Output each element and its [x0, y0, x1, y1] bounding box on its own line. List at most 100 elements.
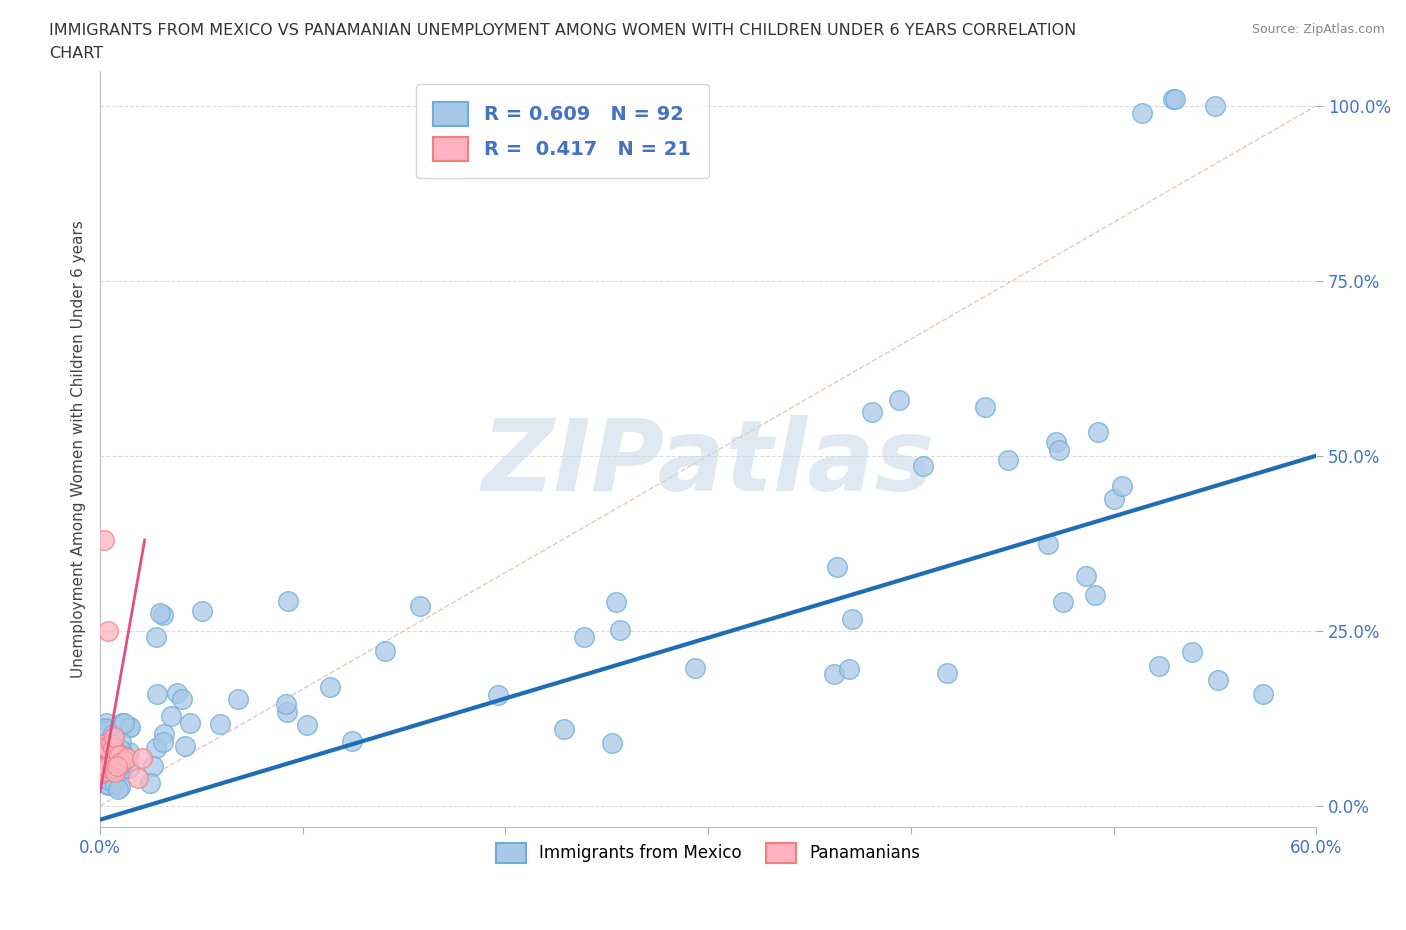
- Point: [605, 594, 627, 609]
- Point: [486, 687, 509, 702]
- Point: [1076, 569, 1098, 584]
- Point: [118, 761, 141, 776]
- Point: [127, 770, 149, 785]
- Point: [860, 405, 883, 419]
- Point: [277, 593, 299, 608]
- Point: [889, 392, 911, 407]
- Point: [118, 720, 141, 735]
- Point: [1047, 443, 1070, 458]
- Point: [1045, 435, 1067, 450]
- Point: [973, 400, 995, 415]
- Point: [91, 765, 114, 780]
- Legend: Immigrants from Mexico, Panamanians: Immigrants from Mexico, Panamanians: [488, 834, 929, 871]
- Point: [112, 753, 135, 768]
- Point: [683, 660, 706, 675]
- Point: [1087, 425, 1109, 440]
- Point: [226, 692, 249, 707]
- Point: [153, 726, 176, 741]
- Point: [110, 742, 132, 757]
- Point: [115, 751, 138, 765]
- Text: CHART: CHART: [49, 46, 103, 61]
- Point: [97, 777, 120, 792]
- Point: [911, 459, 934, 474]
- Point: [1102, 491, 1125, 506]
- Text: Source: ZipAtlas.com: Source: ZipAtlas.com: [1251, 23, 1385, 36]
- Point: [110, 755, 132, 770]
- Point: [107, 748, 129, 763]
- Point: [104, 761, 127, 776]
- Point: [96, 765, 118, 780]
- Point: [1111, 479, 1133, 494]
- Point: [1251, 686, 1274, 701]
- Point: [145, 630, 167, 644]
- Point: [1161, 91, 1184, 106]
- Point: [93, 762, 115, 777]
- Point: [374, 644, 396, 658]
- Point: [1052, 595, 1074, 610]
- Point: [1132, 105, 1154, 120]
- Point: [104, 777, 127, 791]
- Point: [91, 738, 114, 753]
- Point: [101, 726, 124, 741]
- Point: [1147, 658, 1170, 673]
- Point: [100, 737, 122, 751]
- Point: [94, 739, 117, 754]
- Point: [118, 719, 141, 734]
- Point: [93, 736, 115, 751]
- Point: [609, 622, 631, 637]
- Point: [114, 749, 136, 764]
- Text: ZIPatlas: ZIPatlas: [482, 416, 935, 512]
- Point: [108, 764, 131, 779]
- Point: [97, 773, 120, 788]
- Point: [1164, 91, 1187, 106]
- Point: [174, 738, 197, 753]
- Point: [97, 749, 120, 764]
- Point: [574, 630, 596, 644]
- Point: [131, 751, 153, 765]
- Y-axis label: Unemployment Among Women with Children Under 6 years: Unemployment Among Women with Children U…: [72, 219, 86, 678]
- Point: [936, 666, 959, 681]
- Point: [100, 751, 122, 766]
- Point: [107, 781, 129, 796]
- Point: [152, 607, 174, 622]
- Point: [142, 758, 165, 773]
- Point: [94, 715, 117, 730]
- Point: [103, 741, 125, 756]
- Point: [297, 718, 319, 733]
- Point: [93, 532, 115, 547]
- Point: [997, 452, 1019, 467]
- Point: [97, 623, 120, 638]
- Point: [91, 761, 114, 776]
- Point: [600, 736, 623, 751]
- Point: [823, 667, 845, 682]
- Point: [94, 721, 117, 736]
- Point: [146, 686, 169, 701]
- Point: [103, 736, 125, 751]
- Point: [104, 764, 127, 779]
- Point: [170, 692, 193, 707]
- Point: [108, 780, 131, 795]
- Point: [1206, 672, 1229, 687]
- Point: [166, 685, 188, 700]
- Point: [160, 709, 183, 724]
- Point: [91, 722, 114, 737]
- Text: IMMIGRANTS FROM MEXICO VS PANAMANIAN UNEMPLOYMENT AMONG WOMEN WITH CHILDREN UNDE: IMMIGRANTS FROM MEXICO VS PANAMANIAN UNE…: [49, 23, 1077, 38]
- Point: [553, 722, 575, 737]
- Point: [112, 715, 135, 730]
- Point: [108, 759, 131, 774]
- Point: [149, 605, 172, 620]
- Point: [1038, 537, 1060, 551]
- Point: [145, 741, 167, 756]
- Point: [1084, 588, 1107, 603]
- Point: [118, 745, 141, 760]
- Point: [96, 777, 118, 791]
- Point: [139, 776, 162, 790]
- Point: [179, 715, 201, 730]
- Point: [97, 724, 120, 738]
- Point: [94, 737, 117, 751]
- Point: [91, 739, 114, 754]
- Point: [98, 750, 121, 764]
- Point: [101, 741, 124, 756]
- Point: [110, 735, 132, 750]
- Point: [93, 764, 115, 778]
